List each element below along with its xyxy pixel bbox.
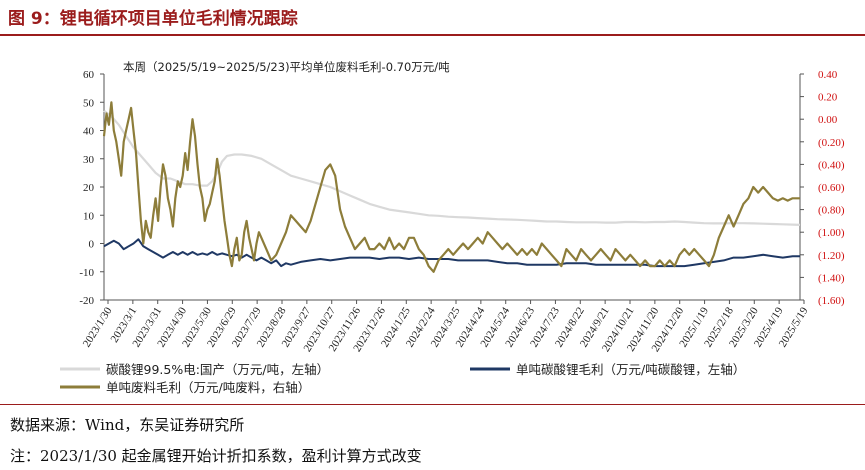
y-right-tick-label: 0.00 xyxy=(818,114,838,126)
y-right-ticks: (1.60) (1.40) (1.20) (1.00) (0.80) (0.60) (0.4… xyxy=(800,69,845,307)
y-right-tick-label: 0.20 xyxy=(818,92,838,104)
y-right-tick-label: 0.40 xyxy=(818,69,838,81)
y-right-tick-label: (1.40) xyxy=(818,272,845,284)
y-left-tick-label: -10 xyxy=(79,267,94,279)
x-tick-label: 2023/1/30 xyxy=(81,305,115,350)
series-layer xyxy=(102,101,801,273)
footer-rule xyxy=(0,404,865,405)
series-line-waste-margin xyxy=(102,101,800,273)
legend-label-carbonate-margin: 单吨碳酸锂毛利（万元/吨碳酸锂，左轴） xyxy=(516,362,745,377)
y-left-tick-label: 30 xyxy=(83,154,95,166)
y-left-tick-label: -20 xyxy=(79,295,94,307)
y-right-tick-label: (0.80) xyxy=(818,205,845,217)
figure-title: 图 9：锂电循环项目单位毛利情况跟踪 xyxy=(8,9,298,29)
y-left-tick-label: 40 xyxy=(83,126,95,138)
y-left-tick-label: 20 xyxy=(83,182,95,194)
y-left-tick-label: 60 xyxy=(83,69,95,81)
y-right-tick-label: (1.00) xyxy=(818,227,845,239)
y-left-tick-label: 0 xyxy=(89,239,95,251)
y-right-tick-label: (1.20) xyxy=(818,250,845,262)
y-right-tick-label: (0.40) xyxy=(818,159,845,171)
y-left-tick-label: 50 xyxy=(83,97,95,109)
legend-label-lithium-price: 碳酸锂99.5%电:国产（万元/吨，左轴） xyxy=(106,362,329,377)
legend-label-waste-margin: 单吨废料毛利（万元/吨废料，右轴） xyxy=(106,380,310,395)
chart-annotation: 本周（2025/5/19~2025/5/23)平均单位废料毛利-0.70万元/吨 xyxy=(123,60,450,74)
y-left-tick-label: 10 xyxy=(83,210,95,222)
y-left-ticks: -20 -10 0 10 20 30 40 50 60 xyxy=(79,69,104,307)
data-source: 数据来源：Wind，东吴证券研究所 xyxy=(10,416,245,434)
y-right-tick-label: (0.60) xyxy=(818,182,845,194)
y-right-tick-label: (1.60) xyxy=(818,295,845,307)
footnote: 注：2023/1/30 起金属锂开始计折扣系数，盈利计算方式改变 xyxy=(10,447,422,465)
title-rule xyxy=(0,34,865,36)
legend: 碳酸锂99.5%电:国产（万元/吨，左轴） 单吨碳酸锂毛利（万元/吨碳酸锂，左轴… xyxy=(60,362,745,395)
y-right-tick-label: (0.20) xyxy=(818,137,845,149)
x-ticks: 2023/1/302023/3/12023/3/312023/4/302023/… xyxy=(81,300,811,354)
